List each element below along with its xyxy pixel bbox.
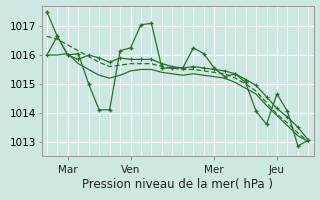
X-axis label: Pression niveau de la mer( hPa ): Pression niveau de la mer( hPa ) [82, 178, 273, 191]
